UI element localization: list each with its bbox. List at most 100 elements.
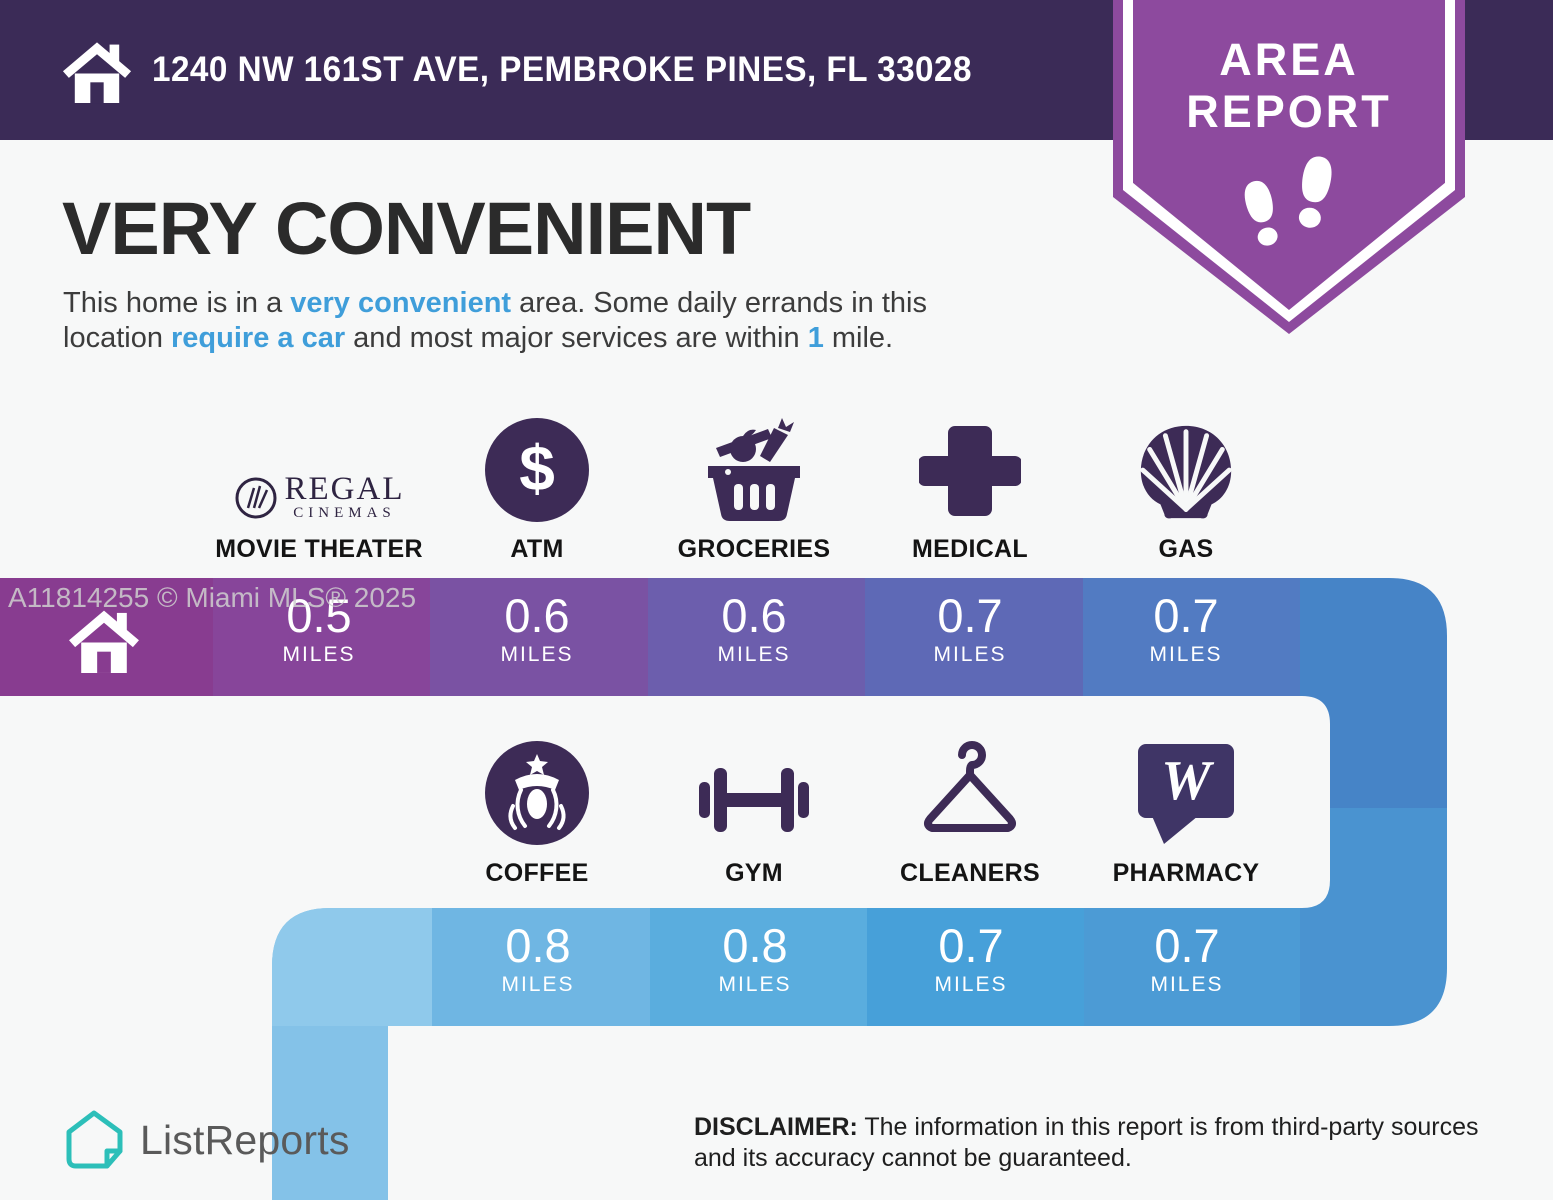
regal-cinemas-logo: REGAL CINEMAS xyxy=(234,470,405,522)
distance-value: 0.8 xyxy=(722,919,788,972)
band-right-curve-bottom xyxy=(1280,808,1447,1026)
amenity-movie-theater: REGAL CINEMAS MOVIE THEATER xyxy=(204,412,434,564)
amenity-label: PHARMACY xyxy=(1112,859,1260,887)
dollar-sign: $ xyxy=(519,432,555,504)
distance-gas: 0.7 MILES xyxy=(1096,591,1276,667)
desc-text: mile. xyxy=(823,322,894,354)
distance-value: 0.5 xyxy=(286,589,352,642)
distance-value: 0.7 xyxy=(1153,589,1219,642)
badge-title-line2: REPORT xyxy=(1186,86,1392,138)
disclaimer: DISCLAIMER: The information in this repo… xyxy=(694,1112,1506,1174)
distance-unit: MILES xyxy=(718,973,792,997)
distance-unit: MILES xyxy=(282,643,356,667)
amenity-label: GYM xyxy=(725,859,783,887)
distance-pharmacy: 0.7 MILES xyxy=(1097,921,1277,997)
distance-unit: MILES xyxy=(1149,643,1223,667)
amenity-medical: MEDICAL xyxy=(855,412,1085,564)
regal-line2: CINEMAS xyxy=(293,505,396,521)
distance-value: 0.7 xyxy=(1154,919,1220,972)
amenity-coffee: COFFEE xyxy=(422,736,652,888)
listreports-house-icon xyxy=(66,1110,123,1169)
band-home-icon xyxy=(69,610,139,673)
desc-text: This home is in a xyxy=(63,287,291,319)
amenity-label: GAS xyxy=(1158,535,1214,563)
amenity-groceries: GROCERIES xyxy=(639,412,869,564)
distance-unit: MILES xyxy=(933,643,1007,667)
distance-unit: MILES xyxy=(1150,973,1224,997)
band1-segment-movie xyxy=(213,578,430,696)
band2-segment-coffee xyxy=(432,908,650,1026)
amenity-label: MOVIE THEATER xyxy=(215,535,423,563)
distance-coffee: 0.8 MILES xyxy=(448,921,628,997)
home-icon-door xyxy=(90,82,104,104)
desc-text: and most major services are within xyxy=(345,322,808,354)
description-line2: location require a car and most major se… xyxy=(63,321,1123,356)
distance-value: 0.7 xyxy=(937,589,1003,642)
description-line1: This home is in a very convenient area. … xyxy=(63,286,1123,321)
atm-dollar-icon: $ xyxy=(485,418,589,522)
band2-segment-gym xyxy=(650,908,867,1026)
distance-unit: MILES xyxy=(500,643,574,667)
distance-unit: MILES xyxy=(717,643,791,667)
home-icon xyxy=(62,42,132,104)
desc-highlight-require-a-car: require a car xyxy=(171,322,346,354)
band2-left-curve xyxy=(272,908,432,1026)
walgreens-icon: W xyxy=(1138,742,1234,846)
desc-highlight-very-convenient: very convenient xyxy=(290,287,512,319)
distance-value: 0.7 xyxy=(938,919,1004,972)
band1-segment-groceries xyxy=(648,578,865,696)
distance-unit: MILES xyxy=(501,973,575,997)
amenity-pharmacy: W PHARMACY xyxy=(1071,736,1301,888)
amenity-label: ATM xyxy=(510,535,564,563)
walkability-title: VERY CONVENIENT xyxy=(62,187,751,270)
grocery-basket-icon xyxy=(708,418,800,521)
property-address: 1240 NW 161ST AVE, PEMBROKE PINES, FL 33… xyxy=(152,50,972,89)
distance-value: 0.8 xyxy=(505,919,571,972)
band-home-icon-door xyxy=(97,651,111,673)
band1-segment-gas xyxy=(1083,578,1300,696)
dumbbell-icon xyxy=(699,768,809,832)
band2-segment-cleaners xyxy=(867,908,1084,1026)
band1-segment-atm xyxy=(430,578,648,696)
badge-title-line1: AREA xyxy=(1219,34,1359,85)
regal-line1: REGAL xyxy=(284,470,405,507)
amenity-cleaners: CLEANERS xyxy=(855,736,1085,888)
band-right-curve-top xyxy=(1280,578,1447,808)
distance-medical: 0.7 MILES xyxy=(880,591,1060,667)
distance-movie-theater: 0.5 MILES xyxy=(229,591,409,667)
regal-crown-icon xyxy=(235,477,276,519)
distance-value: 0.6 xyxy=(721,589,787,642)
band1-segment-medical xyxy=(865,578,1083,696)
distance-unit: MILES xyxy=(934,973,1008,997)
disclaimer-label: DISCLAIMER: xyxy=(694,1113,858,1141)
distance-path-band xyxy=(0,578,1447,1200)
desc-text: area. Some daily errands in this xyxy=(511,287,927,319)
amenity-label: GROCERIES xyxy=(677,535,831,563)
badge-title: AREA REPORT xyxy=(1133,34,1445,138)
shell-gas-icon xyxy=(1140,425,1232,519)
distance-atm: 0.6 MILES xyxy=(447,591,627,667)
distance-value: 0.6 xyxy=(504,589,570,642)
listreports-wordmark: ListReports xyxy=(140,1116,350,1163)
distance-groceries: 0.6 MILES xyxy=(664,591,844,667)
distance-gym: 0.8 MILES xyxy=(665,921,845,997)
medical-cross-icon xyxy=(919,426,1021,516)
amenity-gas: GAS xyxy=(1071,412,1301,564)
desc-text: location xyxy=(63,322,172,354)
walgreens-tile xyxy=(1138,744,1234,844)
amenity-label: MEDICAL xyxy=(912,535,1028,563)
band1-home-segment xyxy=(0,578,213,696)
distance-cleaners: 0.7 MILES xyxy=(881,921,1061,997)
disclaimer-text: The information in this report is from t… xyxy=(694,1113,1479,1172)
listreports-logo: ListReports xyxy=(62,1108,350,1172)
mls-watermark: A11814255 © Miami MLS® 2025 xyxy=(8,582,417,613)
starbucks-coffee-icon xyxy=(485,741,589,845)
footprints-icon xyxy=(1244,156,1332,246)
amenity-label: COFFEE xyxy=(485,859,589,887)
amenity-label: CLEANERS xyxy=(900,859,1040,887)
walkability-description: This home is in a very convenient area. … xyxy=(63,286,1123,356)
walgreens-w-letter: W xyxy=(1161,750,1211,812)
hanger-icon xyxy=(923,741,1017,832)
amenity-gym: GYM xyxy=(639,736,869,888)
